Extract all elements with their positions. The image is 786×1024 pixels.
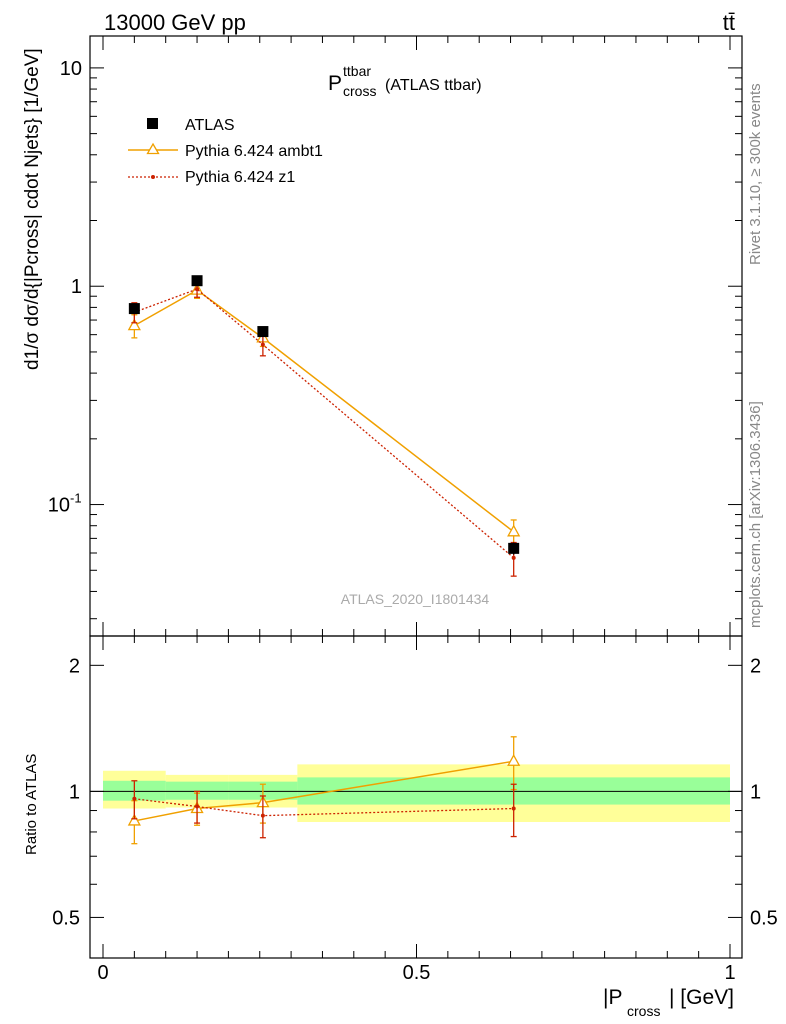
ratio-series-pythia-6-424-ambt1-marker: [127, 813, 141, 826]
analysis-id-watermark: ATLAS_2020_I1801434: [341, 591, 490, 607]
main-series-pythia-6-424-ambt1-marker: [507, 524, 521, 537]
plot-title-sub: cross: [343, 83, 376, 99]
x-axis-label-sub: cross: [627, 1003, 660, 1019]
ratio-series-pythia-6-424-z1-marker: [511, 806, 516, 811]
main-series-atlas-marker: [508, 542, 520, 554]
plot-title: P ttbar cross (ATLAS ttbar): [328, 63, 482, 99]
ratio-y-tick-label-right: 0.5: [750, 907, 778, 929]
x-tick-label: 0.5: [403, 962, 431, 984]
main-y-tick-label: 10: [60, 58, 82, 80]
ratio-series-pythia-6-424-ambt1-line: [134, 760, 514, 822]
x-tick-label: 0: [97, 962, 108, 984]
main-series-pythia-6-424-ambt1-line: [133, 289, 515, 533]
ratio-y-tick-label-right: 2: [750, 655, 761, 677]
plot-title-sup: ttbar: [343, 63, 371, 79]
plot-title-main: P: [328, 72, 342, 95]
ratio-y-tick-label: 2: [69, 655, 80, 677]
ratio-series-pythia-6-424-z1-marker: [260, 813, 265, 818]
header-final-state-label: tt̄: [723, 10, 735, 35]
main-series-pythia-6-424-z1-marker: [260, 342, 265, 347]
x-axis-label: |P cross | [GeV]: [603, 986, 734, 1019]
main-series-pythia-6-424-z1-marker: [511, 555, 516, 560]
main-series-atlas-marker: [128, 303, 140, 315]
header-process-label: 13000 GeV pp: [104, 10, 246, 35]
rivet-version-label: Rivet 3.1.10, ≥ 300k events: [747, 83, 764, 265]
ratio-y-tick-label-right: 1: [750, 781, 761, 803]
legend-label-z1: Pythia 6.424 z1: [185, 169, 295, 186]
ratio-y-tick-label: 1: [69, 781, 80, 803]
legend-marker-z1: [151, 175, 155, 179]
main-y-tick-label-exponent: -1: [70, 491, 82, 506]
ratio-y-axis-label: Ratio to ATLAS: [23, 754, 40, 855]
ratio-series-pythia-6-424-z1-marker: [132, 796, 137, 801]
main-y-axis-label: d1/σ dσ/d{|Pcross| cdot Njets} [1/GeV]: [22, 48, 43, 370]
ratio-y-tick-label: 0.5: [52, 907, 80, 929]
main-series-pythia-6-424-z1-line: [134, 288, 515, 559]
ratio-series-pythia-6-424-ambt1-marker: [507, 753, 521, 766]
main-series-pythia-6-424-ambt1-marker: [127, 318, 141, 331]
legend-label-atlas: ATLAS: [185, 117, 235, 134]
ratio-band-inner: [165, 781, 229, 800]
legend-marker-ambt1: [146, 142, 160, 155]
plot-title-suffix: (ATLAS ttbar): [385, 77, 482, 94]
legend-label-ambt1: Pythia 6.424 ambt1: [185, 143, 323, 160]
legend: ATLAS Pythia 6.424 ambt1 Pythia 6.424 z1: [128, 117, 323, 186]
x-tick-label: 1: [724, 962, 735, 984]
ratio-series-pythia-6-424-z1-marker: [195, 804, 200, 809]
x-axis-label-suffix: | [GeV]: [669, 986, 734, 1009]
legend-marker-atlas: [147, 118, 158, 129]
main-series-atlas-marker: [257, 326, 269, 338]
ratio-series-pythia-6-424-z1-line: [134, 798, 514, 817]
main-y-tick-label: 1: [71, 276, 82, 298]
x-axis-label-main: |P: [603, 986, 622, 1009]
main-series-atlas-marker: [191, 275, 203, 287]
main-y-tick-label: 10: [48, 495, 70, 517]
mcplots-source-label: mcplots.cern.ch [arXiv:1306.3436]: [747, 401, 764, 628]
main-series-pythia-6-424-z1-marker: [195, 287, 200, 292]
ratio-plot-area: 0.5 0.5 1 1 2 2 0 0.5 1: [52, 635, 778, 984]
